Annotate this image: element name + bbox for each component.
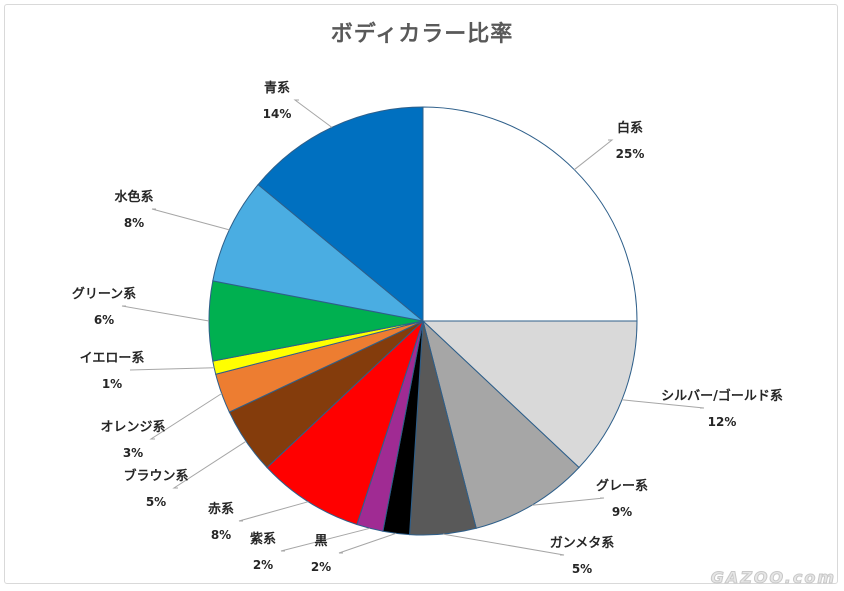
slice-label-percent: 14% bbox=[263, 107, 292, 121]
leader-line bbox=[172, 440, 247, 489]
slice-label-name: グレー系 bbox=[596, 478, 648, 494]
slice-label-percent: 9% bbox=[612, 505, 632, 519]
slice-labels: 白系 25% シルバー/ゴールド系 12% グレー系 9% ガンメタ系 5% 黒 2% 紫系 2% 赤系… bbox=[72, 80, 783, 576]
pie-slice bbox=[266, 320, 424, 526]
leader-line bbox=[121, 305, 210, 322]
slice-label-percent: 5% bbox=[572, 562, 592, 576]
leader-line bbox=[129, 367, 215, 371]
pie-slices bbox=[208, 106, 638, 536]
leader-line bbox=[338, 532, 397, 554]
leader-line bbox=[280, 527, 370, 552]
slice-label-name: 紫系 bbox=[250, 531, 276, 547]
slice-label-percent: 8% bbox=[211, 528, 231, 542]
leader-line bbox=[151, 208, 230, 231]
watermark-logo: GAZOO.com bbox=[710, 568, 836, 588]
slice-label-name: グリーン系 bbox=[72, 286, 136, 302]
slice-label-name: 水色系 bbox=[114, 189, 153, 205]
leader-line bbox=[293, 99, 333, 128]
leader-lines bbox=[121, 99, 705, 556]
slice-label-name: 白系 bbox=[617, 120, 643, 136]
slice-label-percent: 8% bbox=[124, 216, 144, 230]
leader-line bbox=[238, 501, 309, 522]
pie-slice bbox=[422, 106, 638, 322]
leader-line bbox=[443, 533, 565, 556]
slice-label-percent: 6% bbox=[94, 313, 114, 327]
slice-label-percent: 2% bbox=[253, 558, 273, 572]
slice-label-percent: 3% bbox=[123, 446, 143, 460]
slice-label-name: オレンジ系 bbox=[100, 419, 165, 435]
pie-slice bbox=[421, 320, 638, 469]
slice-label-percent: 25% bbox=[616, 147, 645, 161]
slice-label-name: 黒 bbox=[314, 533, 327, 549]
slice-label-name: シルバー/ゴールド系 bbox=[661, 388, 783, 404]
leader-line bbox=[573, 139, 614, 171]
leader-line bbox=[621, 399, 705, 409]
pie-slice bbox=[212, 183, 424, 322]
slice-label-name: ガンメタ系 bbox=[550, 535, 615, 551]
chart-frame bbox=[4, 4, 838, 584]
slice-label-percent: 5% bbox=[146, 495, 166, 509]
leader-line bbox=[149, 393, 222, 440]
slice-label-percent: 1% bbox=[102, 377, 122, 391]
slice-label-name: 青系 bbox=[264, 80, 290, 96]
chart-title: ボディカラー比率 bbox=[330, 22, 514, 47]
slice-label-name: 赤系 bbox=[208, 501, 234, 517]
slice-label-name: ブラウン系 bbox=[123, 468, 188, 484]
leader-line bbox=[531, 497, 605, 506]
slice-label-percent: 2% bbox=[311, 560, 331, 574]
slice-label-percent: 12% bbox=[708, 415, 737, 429]
slice-label-name: イエロー系 bbox=[80, 350, 145, 366]
